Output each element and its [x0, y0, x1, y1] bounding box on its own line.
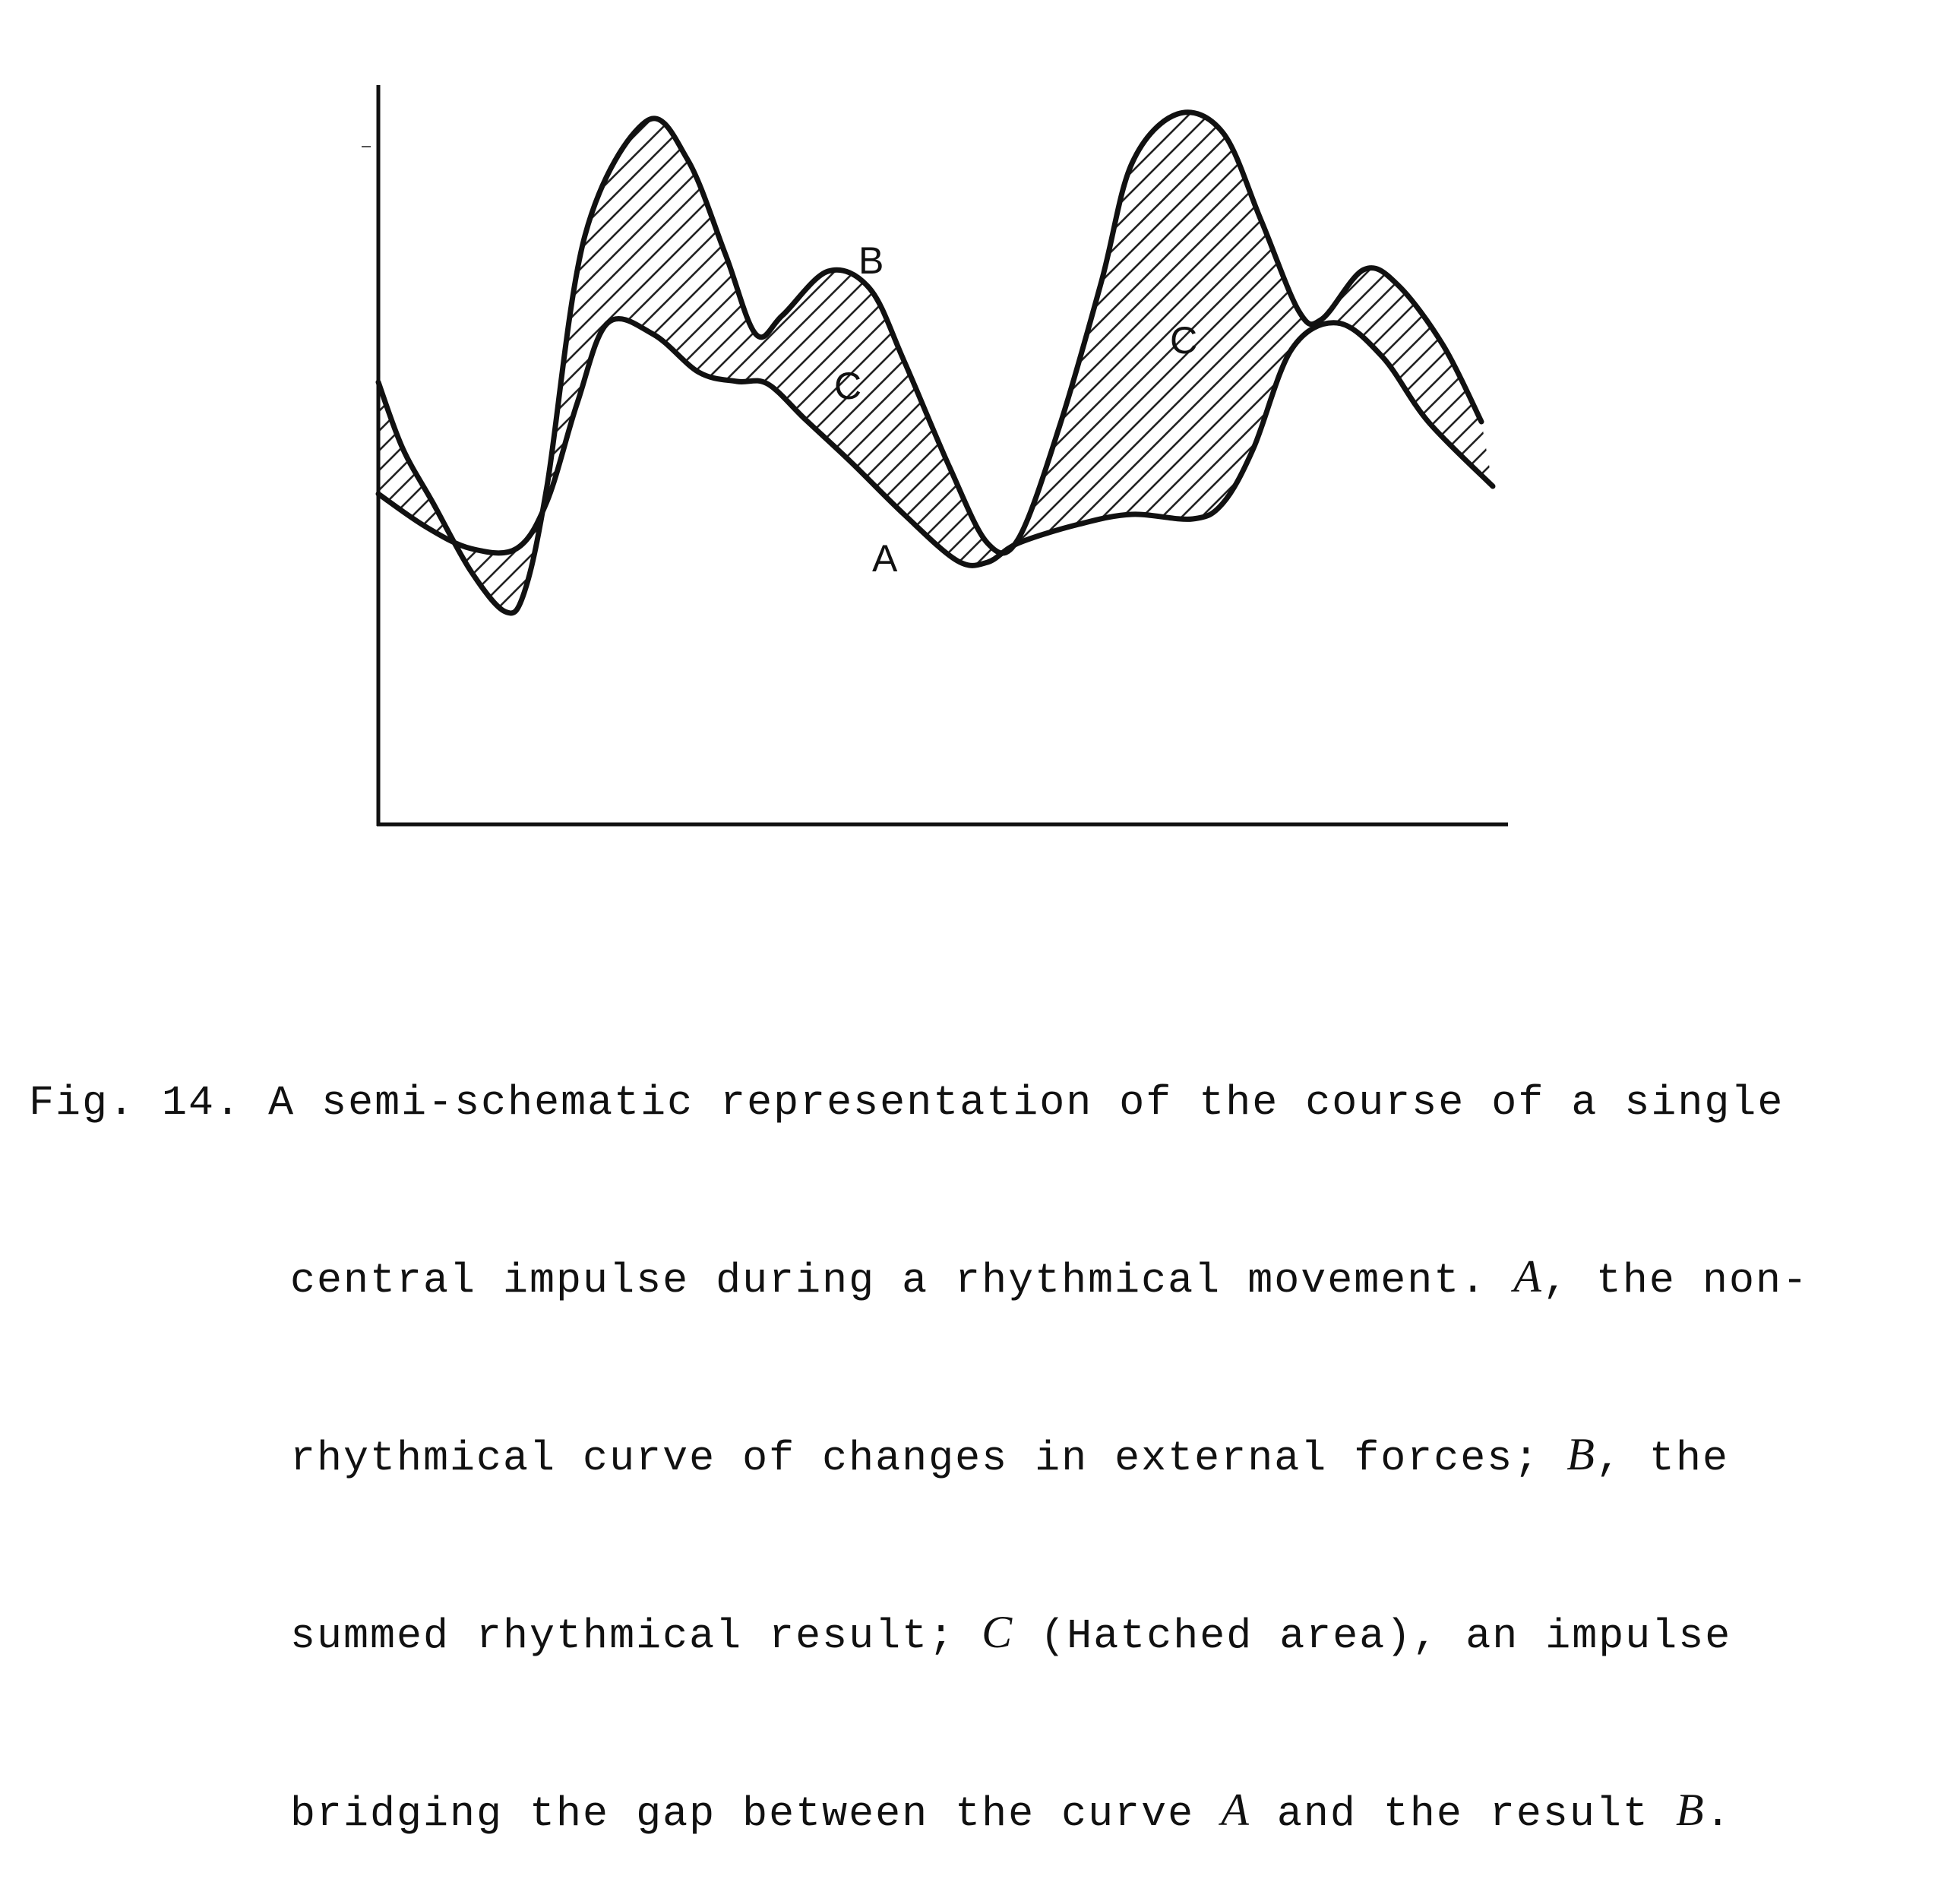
caption-line-1: Fig. 14. A semi-schematic representation…	[29, 1074, 1943, 1132]
label-c-left: C	[834, 365, 861, 407]
label-a: A	[872, 537, 898, 580]
caption-text-3a: rhythmical curve of changes in external …	[290, 1434, 1567, 1482]
curve-a	[375, 316, 1496, 568]
caption-text-1: A semi-schematic representation of the c…	[268, 1079, 1785, 1127]
caption-italic-b: B	[1566, 1429, 1596, 1479]
caption-text-4a: summed rhythmical result;	[290, 1612, 982, 1660]
caption-text-5c: .	[1705, 1790, 1732, 1838]
caption-text-4b: (Hatched area), an impulse	[1013, 1612, 1732, 1660]
caption-italic-b2: B	[1675, 1785, 1706, 1835]
caption-text-3b: , the	[1595, 1434, 1729, 1482]
caption-italic-a: A	[1513, 1251, 1543, 1302]
caption-italic-c: C	[982, 1607, 1014, 1657]
hatched-area-c	[378, 112, 1493, 613]
caption-line-4: summed rhythmical result; C (Hatched are…	[29, 1603, 1943, 1665]
label-c-right: C	[1170, 319, 1197, 362]
caption-text-2a: central impulse during a rhythmical move…	[290, 1257, 1514, 1305]
caption-text-5a: bridging the gap between the curve	[290, 1790, 1222, 1838]
caption-line-2: central impulse during a rhythmical move…	[29, 1248, 1943, 1310]
caption-line-5: bridging the gap between the curve A and…	[29, 1781, 1943, 1843]
figure-caption: Fig. 14. A semi-schematic representation…	[29, 959, 1943, 1901]
figure-diagram: B A C C	[362, 85, 1508, 827]
caption-text-5b: and the result	[1250, 1790, 1676, 1838]
label-b: B	[858, 239, 884, 282]
caption-line-3: rhythmical curve of changes in external …	[29, 1425, 1943, 1488]
caption-text-2b: , the non-	[1542, 1257, 1809, 1305]
curve-b	[375, 109, 1484, 616]
caption-italic-a2: A	[1221, 1785, 1250, 1835]
caption-prefix: Fig. 14.	[29, 1079, 269, 1127]
